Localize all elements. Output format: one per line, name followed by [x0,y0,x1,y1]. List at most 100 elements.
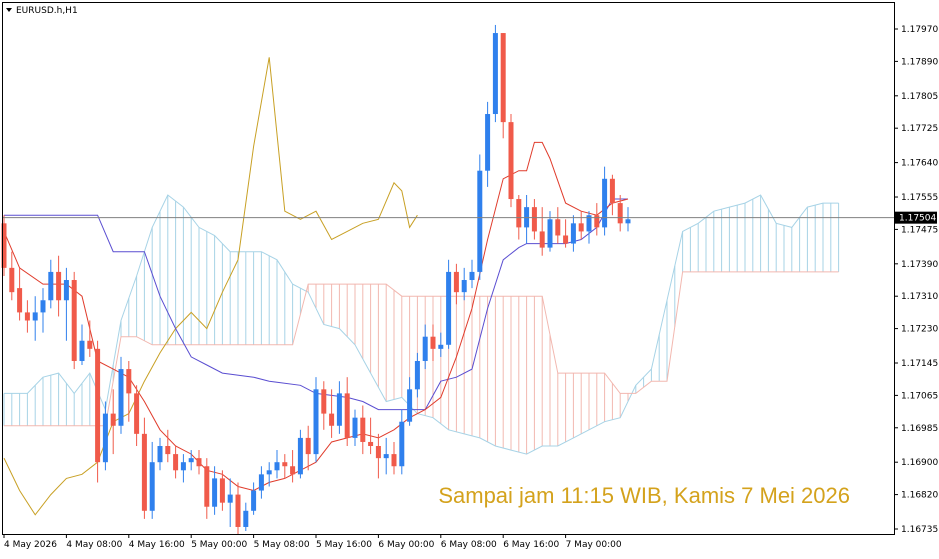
candle-body [40,300,46,313]
candle-body [547,219,553,248]
price-tick-label: 1.17555 [901,193,938,203]
candle [118,356,124,434]
candle [32,296,38,341]
candle [344,377,350,447]
candlestick-series [1,24,631,534]
candle [407,377,413,426]
tenkan-sen-line [3,141,629,492]
candle-body [609,178,615,204]
candle [126,360,132,422]
candle-body [469,271,475,281]
candle [9,251,15,301]
triangle-down-icon[interactable] [6,8,12,12]
candle-body [102,413,108,463]
kijun-sen-line [4,198,628,411]
candle-body [563,235,569,244]
candle [243,502,249,532]
candle [430,324,436,361]
candle-body [430,336,436,349]
candle-body [173,454,179,471]
time-axis[interactable]: 4 May 2026 4 May 08:00 4 May 16:00 5 May 00… [3,534,622,550]
candle [609,174,615,216]
candle [219,470,225,511]
candle-body [32,312,38,321]
candle [235,482,241,534]
candle-body [87,340,93,349]
candle-body [274,462,280,471]
senkou-span-a-line [4,194,839,455]
candle-body [329,413,335,426]
price-tick-label: 1.16900 [901,458,938,468]
candle [149,441,155,519]
candle [212,466,218,515]
ichimoku-lines [3,57,629,516]
time-tick-label: 6 May 08:00 [441,540,497,550]
candle-body [9,267,15,293]
candle [492,24,498,123]
candle [563,219,569,248]
candle [17,267,23,321]
candle-body [1,223,7,268]
candle-body [266,470,272,475]
candle [617,194,623,232]
candle-body [602,178,608,228]
time-tick-label: 4 May 08:00 [66,540,122,550]
candle-body [235,494,241,527]
candle [438,332,444,357]
candle-body [149,462,155,511]
candle [485,101,491,187]
candle-body [313,389,319,455]
current-price-text: 1.17504 [899,214,936,224]
candle-body [79,340,85,361]
time-tick-label: 4 May 2026 [4,540,57,550]
candle-body [531,207,537,232]
candle-body [165,446,171,455]
candle-body [24,312,30,321]
candle-body [71,280,77,361]
candle [165,429,171,463]
candle-body [414,360,420,390]
candle-body [118,369,124,426]
candle [500,33,506,139]
price-tick-label: 1.17310 [901,292,938,302]
candle-body [290,466,296,475]
candle [422,324,428,370]
price-tick-label: 1.17725 [901,124,938,134]
candle-body [399,421,405,467]
candle [321,381,327,430]
candle-body [157,446,163,463]
candle [368,417,374,455]
price-axis[interactable]: 1.17970 1.17890 1.17805 1.17725 1.17640 1.175… [894,25,938,535]
candle [1,215,7,276]
candle [196,450,202,475]
candle [63,267,69,341]
price-tick-label: 1.17390 [901,260,938,270]
candle-body [391,454,397,467]
candle [251,482,257,515]
candle-body [336,393,342,426]
candle-body [500,33,506,123]
price-tick-label: 1.17970 [901,25,938,35]
candle-body [17,288,23,313]
candle [24,300,30,333]
candle-body [516,199,522,228]
candle [95,340,101,483]
candle-body [258,474,264,491]
candle-body [508,122,514,200]
candle-body [555,219,561,236]
candle [40,288,46,333]
candle [578,211,584,240]
candle [570,215,576,252]
candle-body [578,223,584,232]
candle [586,211,592,244]
candle [204,458,210,519]
senkou-span-b-line [4,271,839,427]
candle [414,352,420,398]
candle-body [126,369,132,394]
current-price-label: 1.17504 [895,211,937,224]
symbol-header[interactable]: EURUSD.h,H1 [6,6,78,16]
candle-body [95,348,101,463]
candle [227,478,233,527]
